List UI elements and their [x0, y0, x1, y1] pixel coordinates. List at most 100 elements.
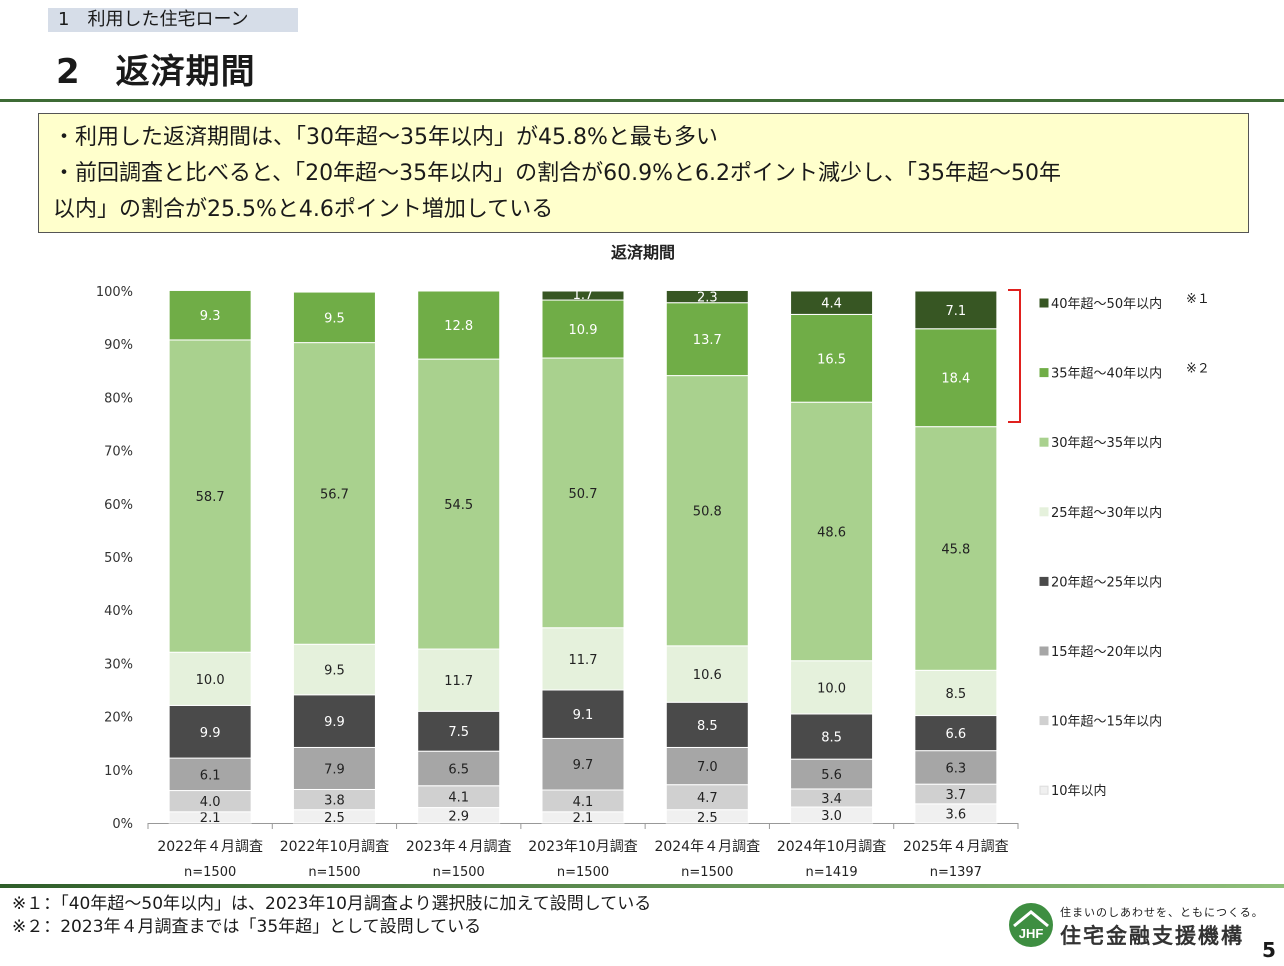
data-label: 7.1 [946, 304, 967, 319]
x-tick-label: 2022年４月調査 [157, 839, 263, 855]
y-tick-label: 60% [104, 498, 133, 513]
legend-label: 40年超～50年以内 [1051, 296, 1162, 312]
data-label: 9.5 [324, 311, 345, 326]
footer-divider [0, 884, 1284, 888]
y-tick-label: 20% [104, 711, 133, 726]
bar-segment [292, 342, 376, 645]
bar-segment [790, 713, 874, 760]
y-tick-label: 30% [104, 657, 133, 672]
data-label: 2.9 [448, 809, 469, 824]
x-tick-label: 2023年４月調査 [406, 839, 512, 855]
data-label: 56.7 [320, 487, 349, 502]
data-label: 3.0 [821, 809, 842, 824]
bar-segment [914, 426, 998, 671]
sample-size-label: n=1500 [433, 865, 485, 880]
legend-swatch [1039, 646, 1049, 656]
data-label: 13.7 [693, 333, 722, 348]
bar-segment [417, 648, 501, 712]
data-label: 9.3 [200, 309, 221, 324]
data-label: 8.5 [697, 719, 718, 734]
footnotes: ※１：「40年超～50年以内」は、2023年10月調査より選択肢に加えて設問して… [12, 893, 651, 939]
summary-line-2: ・前回調査と比べると、「20年超～35年以内」の割合が60.9%と6.2ポイント… [53, 161, 1061, 186]
bar-segment [168, 289, 252, 341]
data-label: 10.0 [196, 673, 225, 688]
bar-segment [790, 660, 874, 715]
data-label: 3.4 [821, 792, 842, 807]
sample-size-label: n=1500 [681, 865, 733, 880]
legend-note: ※１ [1186, 292, 1210, 307]
data-label: 4.1 [448, 791, 469, 806]
legend-label: 15年超～20年以内 [1051, 644, 1162, 660]
data-label: 10.6 [693, 668, 722, 683]
legend-note: ※２ [1186, 362, 1210, 377]
bar-segment [168, 651, 252, 706]
bar-segment [292, 694, 376, 748]
bar-segment [168, 757, 252, 792]
legend-swatch [1039, 437, 1049, 447]
y-tick-label: 100% [96, 285, 133, 300]
bar-segment [790, 313, 874, 403]
bar-segment [292, 746, 376, 790]
bar-segment [665, 645, 749, 703]
bar-segment [168, 339, 252, 653]
data-label: 8.5 [946, 687, 967, 702]
bar-segment [665, 784, 749, 811]
data-label: 3.7 [946, 788, 967, 803]
data-label: 10.9 [569, 323, 598, 338]
data-label: 6.1 [200, 768, 221, 783]
x-tick-label: 2022年10月調査 [280, 839, 389, 855]
data-label: 11.7 [569, 653, 598, 668]
legend-swatch [1039, 368, 1049, 378]
data-label: 50.8 [693, 505, 722, 520]
x-tick-label: 2024年10月調査 [777, 839, 886, 855]
data-label: 7.5 [448, 725, 469, 740]
y-tick-label: 10% [104, 764, 133, 779]
data-label: 2.1 [200, 811, 221, 826]
data-label: 3.8 [324, 794, 345, 809]
bar-segment [541, 357, 625, 629]
data-label: 54.5 [444, 498, 473, 513]
data-label: 48.6 [817, 525, 846, 540]
bar-segment [417, 750, 501, 787]
legend-swatch [1039, 576, 1049, 586]
red-bracket [1008, 289, 1021, 423]
data-label: 1.7 [573, 288, 594, 303]
section-label: 1 利用した住宅ローン [48, 8, 298, 32]
bar-segment [665, 701, 749, 748]
sample-size-label: n=1500 [184, 865, 236, 880]
data-label: 3.6 [946, 807, 967, 822]
x-tick-label: 2025年４月調査 [903, 839, 1009, 855]
page-number: 5 [1262, 938, 1276, 962]
data-label: 4.7 [697, 791, 718, 806]
summary-line-3: 以内」の割合が25.5%と4.6ポイント増加している [53, 197, 554, 222]
data-label: 12.8 [444, 319, 473, 334]
data-label: 9.5 [324, 664, 345, 679]
data-label: 18.4 [941, 372, 970, 387]
data-label: 5.6 [821, 768, 842, 783]
bar-segment [914, 750, 998, 785]
bar-segment [292, 291, 376, 344]
legend-label: 30年超～35年以内 [1051, 435, 1162, 451]
data-label: 9.1 [573, 708, 594, 723]
footnote-2: ※２：2023年４月調査までは「35年超」として設問している [12, 917, 482, 937]
y-tick-label: 90% [104, 338, 133, 353]
bar-segment [665, 375, 749, 647]
sample-size-label: n=1419 [805, 865, 857, 880]
bar-segment [541, 299, 625, 359]
bar-segment [417, 290, 501, 360]
bar-segment [790, 401, 874, 662]
data-label: 4.0 [200, 795, 221, 810]
logo-tagline: 住まいのしあわせを、ともにつくる。 [1060, 906, 1264, 919]
summary-line-1: ・利用した返済期間は、「30年超～35年以内」が45.8%と最も多い [53, 125, 718, 150]
bar-segment [914, 290, 998, 330]
bar-segment [541, 290, 625, 301]
logo-mark-text: JHF [1019, 926, 1044, 941]
sample-size-label: n=1397 [930, 865, 982, 880]
jhf-logo: JHF 住まいのしあわせを、ともにつくる。 住宅金融支援機構 [1008, 900, 1263, 950]
bar-segment [541, 737, 625, 791]
data-label: 2.3 [697, 291, 718, 306]
data-label: 7.0 [697, 760, 718, 775]
x-tick-label: 2024年４月調査 [654, 839, 760, 855]
y-tick-label: 70% [104, 445, 133, 460]
bar-segment [914, 328, 998, 428]
